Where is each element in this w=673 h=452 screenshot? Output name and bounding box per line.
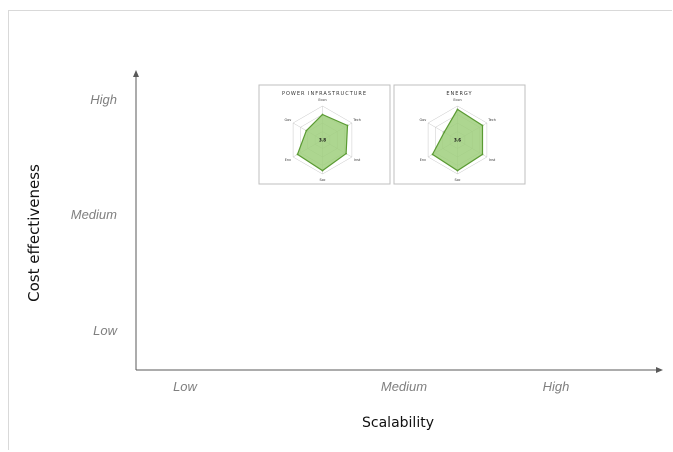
x-tick-label-high: High xyxy=(543,379,570,394)
radar-axis-label: Soc xyxy=(454,178,460,182)
radar-axis-label: Inst xyxy=(354,158,361,162)
radar-point xyxy=(481,153,484,156)
radar-axis-label: Env xyxy=(285,158,291,162)
radar-axis-label: Inst xyxy=(489,158,496,162)
radar-point xyxy=(345,152,347,155)
chart-frame xyxy=(8,10,672,450)
x-axis-title: Scalability xyxy=(362,415,434,431)
radar-center-label: 3.6 xyxy=(454,138,461,143)
radar-axis-label: Econ xyxy=(453,98,461,102)
radar-axis-label: Soc xyxy=(319,178,325,182)
radar-point xyxy=(481,124,484,127)
radar-center-label: 3.8 xyxy=(319,138,326,143)
radar-point xyxy=(305,129,308,132)
radar-point xyxy=(456,108,459,111)
y-tick-label-low: Low xyxy=(93,323,118,338)
radar-point xyxy=(431,153,434,156)
radar-axis-label: Econ xyxy=(318,98,326,102)
radar-point xyxy=(296,153,299,156)
radar-axis-label: Tech xyxy=(487,118,496,122)
radar-point xyxy=(443,131,446,134)
y-axis-title: Cost effectiveness xyxy=(25,164,43,302)
y-tick-label-medium: Medium xyxy=(71,207,117,222)
x-tick-label-medium: Medium xyxy=(381,379,427,394)
radar-axis-label: Gov xyxy=(285,118,292,122)
radar-point xyxy=(346,124,349,127)
radar-panel-title: ENERGY xyxy=(446,91,472,97)
radar-point xyxy=(321,113,324,116)
radar-axis-label: Gov xyxy=(420,118,427,122)
y-tick-label-high: High xyxy=(90,92,117,107)
radar-panel-title: POWER INFRASTRUCTURE xyxy=(282,91,367,97)
radar-point xyxy=(321,169,324,172)
x-tick-label-low: Low xyxy=(173,379,198,394)
radar-axis-label: Tech xyxy=(352,118,361,122)
radar-panels: POWER INFRASTRUCTUREEconTechInstSocEnvGo… xyxy=(258,84,526,185)
radar-point xyxy=(456,169,459,172)
radar-axis-label: Env xyxy=(420,158,426,162)
